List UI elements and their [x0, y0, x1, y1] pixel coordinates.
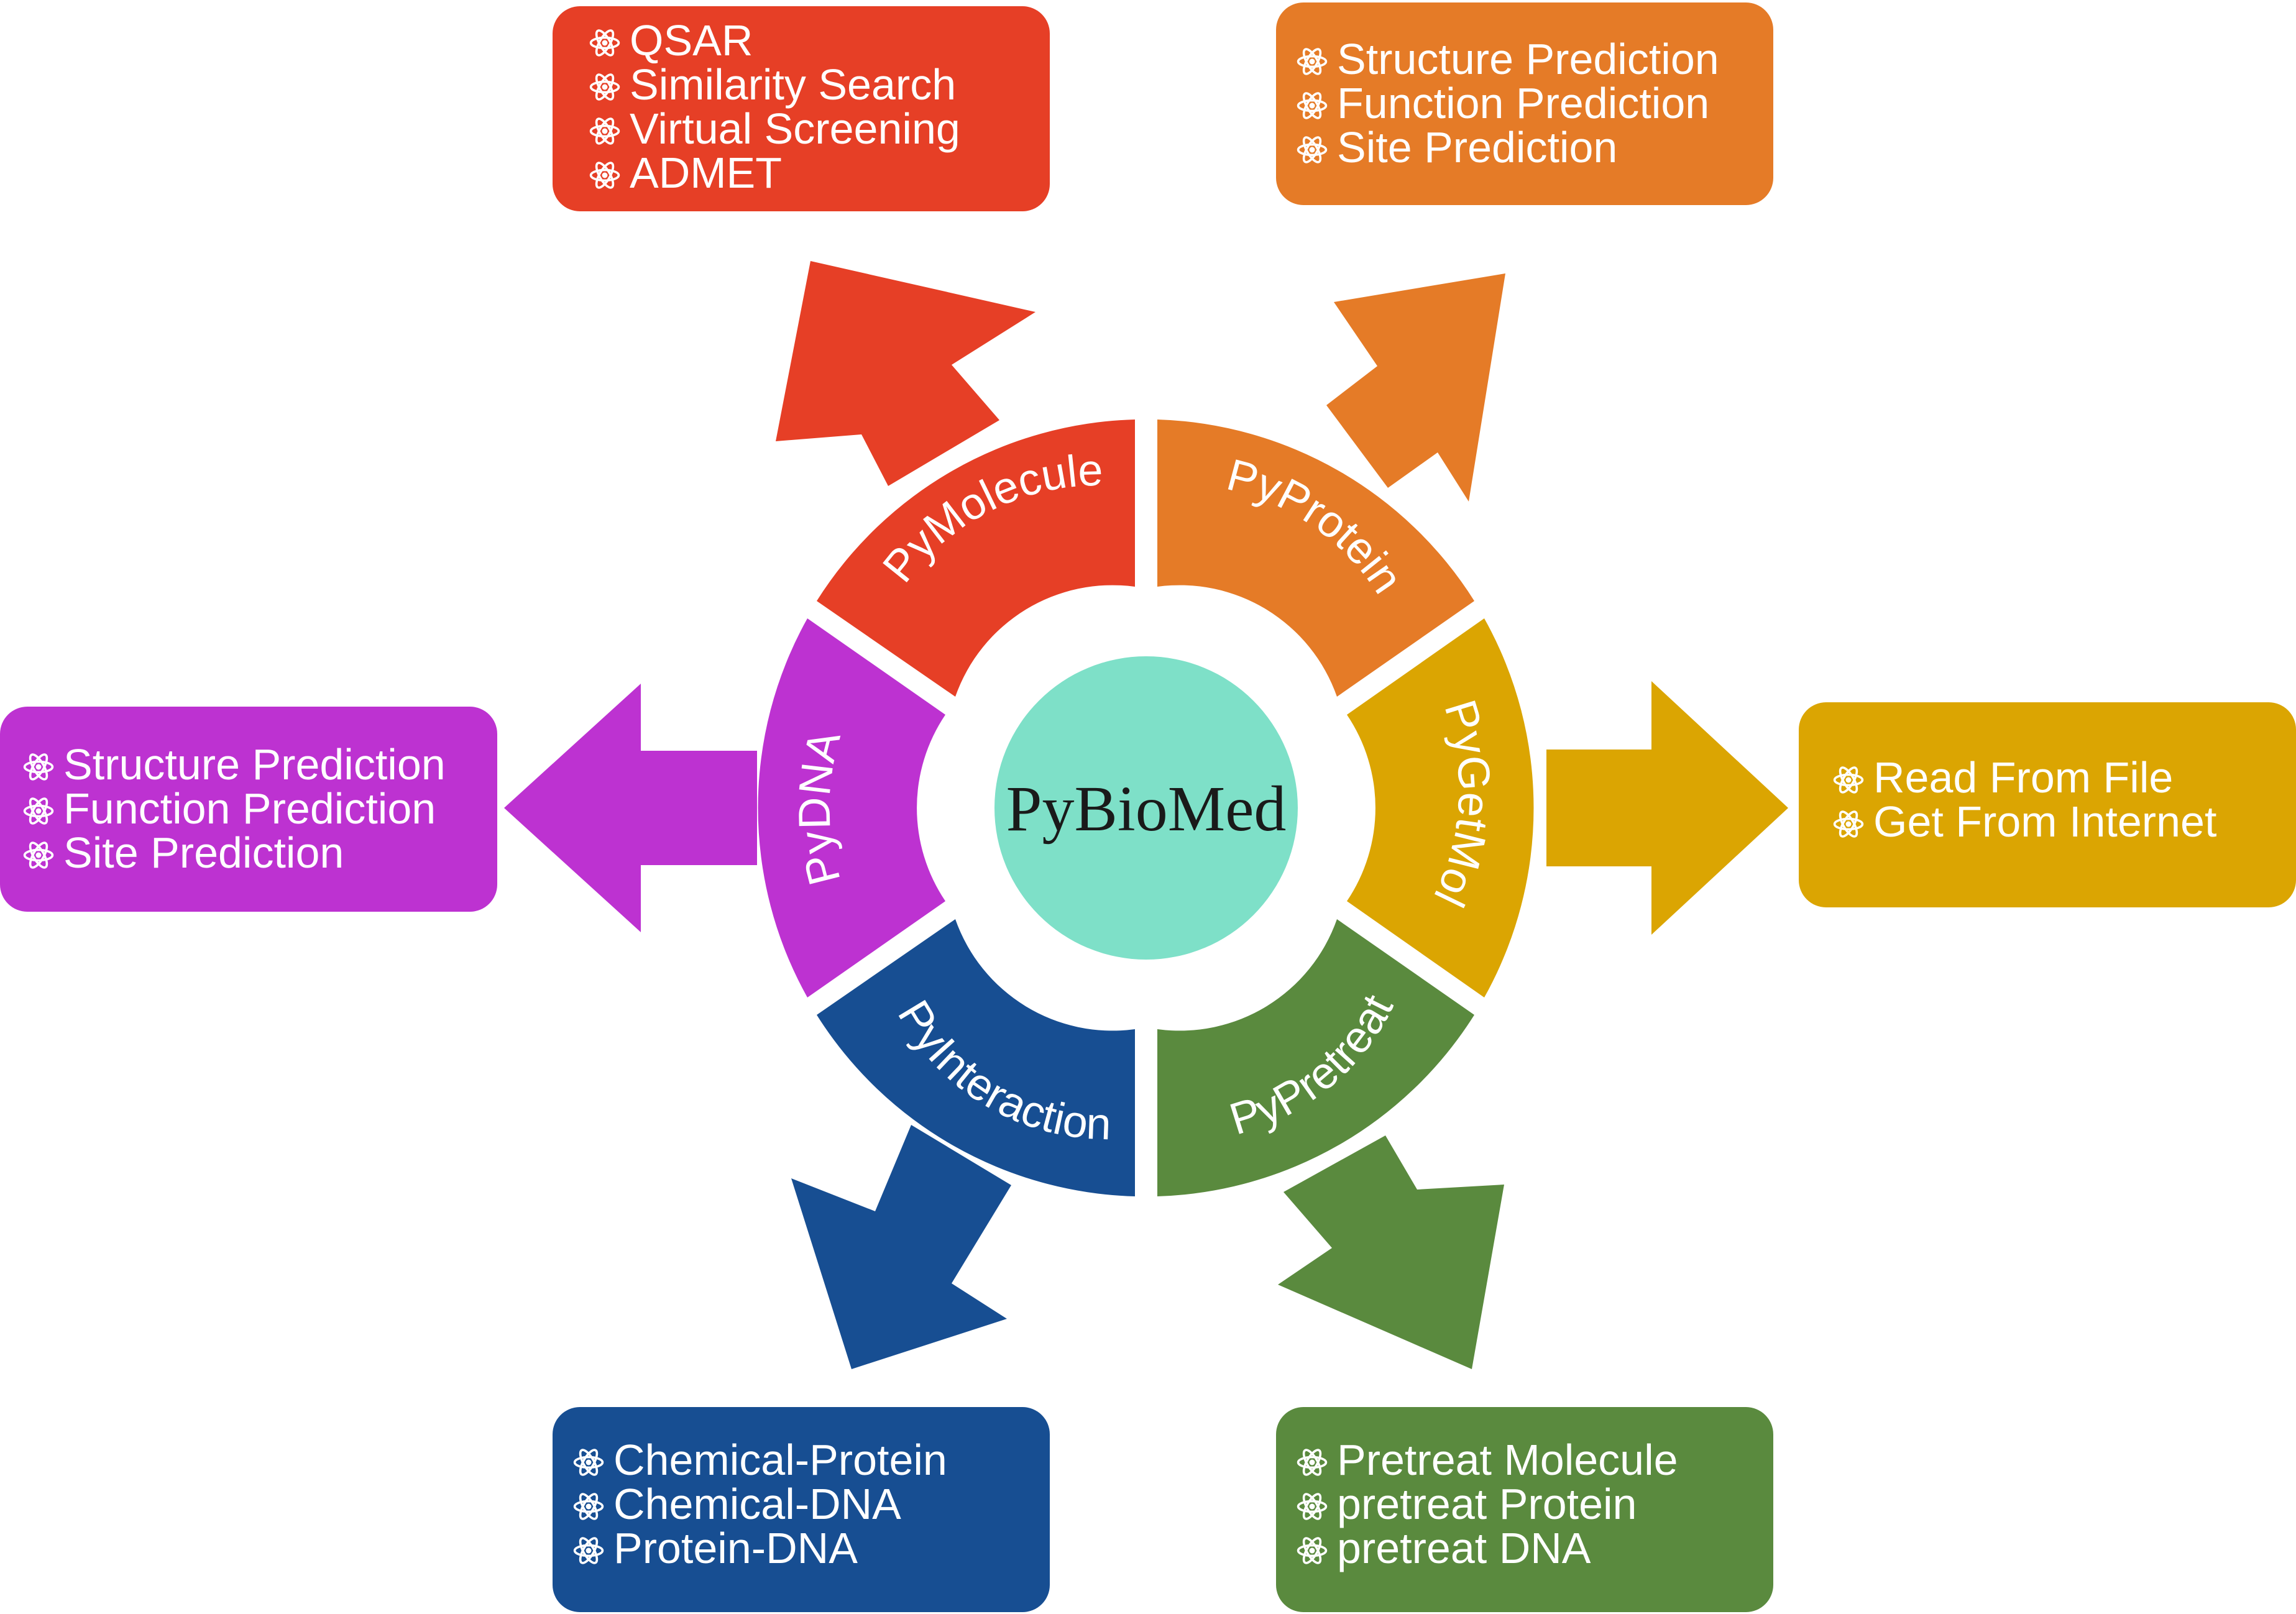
pyprotein-feature-item: Function Prediction: [1295, 81, 1773, 126]
pypretreat-features-box: Pretreat Molecule pretreat Protein pretrea…: [1276, 1407, 1773, 1612]
pymolecule-feature-item: Virtual Screening: [587, 107, 1050, 151]
pypretreat-feature-text: pretreat DNA: [1337, 1524, 1591, 1572]
atom-icon: [21, 836, 56, 871]
atom-icon: [21, 748, 56, 782]
atom-icon: [587, 156, 622, 191]
pymolecule-feature-list: QSAR Similarity Search Virtual Screening AD…: [587, 19, 1050, 195]
pyinteraction-feature-item: Chemical-Protein: [571, 1438, 1050, 1482]
atom-icon: [571, 1531, 606, 1566]
pygetmol-feature-text: Read From File: [1873, 753, 2174, 802]
pygetmol-features-box: Read From File Get From Internet: [1799, 702, 2296, 907]
pypretreat-feature-item: pretreat DNA: [1295, 1526, 1773, 1570]
pyinteraction-feature-item: Protein-DNA: [571, 1526, 1050, 1570]
pypretreat-arrow: [1278, 1135, 1504, 1369]
pymolecule-feature-text: QSAR: [630, 16, 753, 65]
pygetmol-feature-text: Get From Internet: [1873, 797, 2217, 846]
pyinteraction-feature-item: Chemical-DNA: [571, 1482, 1050, 1526]
atom-icon: [587, 112, 622, 147]
pygetmol-arrow: [1546, 681, 1788, 935]
atom-icon: [1831, 805, 1866, 840]
pyprotein-feature-text: Site Prediction: [1337, 123, 1618, 172]
atom-icon: [1295, 131, 1329, 165]
atom-icon: [1295, 1443, 1329, 1478]
pydna-feature-text: Function Prediction: [63, 784, 436, 833]
pymolecule-features-box: QSAR Similarity Search Virtual Screening AD…: [553, 6, 1050, 211]
atom-icon: [21, 792, 56, 827]
pyinteraction-feature-text: Protein-DNA: [613, 1524, 858, 1572]
pymolecule-feature-text: Virtual Screening: [630, 104, 960, 153]
pymolecule-feature-text: Similarity Search: [630, 60, 957, 109]
pyinteraction-features-box: Chemical-Protein Chemical-DNA Protein-DNA: [553, 1407, 1050, 1612]
pypretreat-feature-item: Pretreat Molecule: [1295, 1438, 1773, 1482]
pymolecule-feature-item: QSAR: [587, 19, 1050, 63]
pyinteraction-feature-text: Chemical-Protein: [613, 1436, 947, 1484]
pypretreat-segment[interactable]: [1157, 919, 1474, 1196]
pydna-feature-item: Function Prediction: [21, 787, 497, 831]
pymolecule-arrow: [776, 261, 1035, 486]
pygetmol-feature-item: Read From File: [1831, 756, 2296, 800]
pyinteraction-feature-list: Chemical-Protein Chemical-DNA Protein-DNA: [571, 1438, 1050, 1570]
atom-icon: [571, 1443, 606, 1478]
pydna-feature-item: Structure Prediction: [21, 743, 497, 787]
pyinteraction-arrow: [791, 1125, 1011, 1369]
pyinteraction-segment[interactable]: [817, 919, 1135, 1196]
center-circle[interactable]: [994, 656, 1298, 960]
atom-icon: [571, 1487, 606, 1522]
pyprotein-segment[interactable]: [1157, 420, 1474, 697]
pydna-feature-text: Site Prediction: [63, 828, 344, 877]
atom-icon: [1295, 42, 1329, 77]
pydna-arrow: [504, 684, 757, 932]
center-label: PyBioMed: [1006, 773, 1287, 845]
pygetmol-feature-list: Read From File Get From Internet: [1831, 756, 2296, 844]
atom-icon: [587, 68, 622, 103]
pypretreat-feature-text: pretreat Protein: [1337, 1480, 1637, 1528]
pydna-features-box: Structure Prediction Function Prediction S…: [0, 707, 497, 912]
atom-icon: [1295, 86, 1329, 121]
pymolecule-feature-item: ADMET: [587, 151, 1050, 195]
pyprotein-feature-item: Site Prediction: [1295, 126, 1773, 170]
pymolecule-segment[interactable]: [817, 420, 1135, 697]
pyprotein-features-box: Structure Prediction Function Prediction S…: [1276, 2, 1773, 205]
pyprotein-arrow: [1326, 273, 1505, 502]
pyprotein-feature-text: Function Prediction: [1337, 79, 1710, 127]
pypretreat-feature-list: Pretreat Molecule pretreat Protein pretrea…: [1295, 1438, 1773, 1570]
pydna-segment[interactable]: [758, 618, 945, 997]
pyprotein-feature-list: Structure Prediction Function Prediction S…: [1295, 37, 1773, 170]
pydna-feature-list: Structure Prediction Function Prediction S…: [21, 743, 497, 875]
atom-icon: [1831, 761, 1866, 796]
pymolecule-feature-text: ADMET: [630, 149, 782, 197]
pyprotein-feature-item: Structure Prediction: [1295, 37, 1773, 81]
pymolecule-feature-item: Similarity Search: [587, 63, 1050, 107]
atom-icon: [1295, 1487, 1329, 1522]
pypretreat-feature-item: pretreat Protein: [1295, 1482, 1773, 1526]
pypretreat-feature-text: Pretreat Molecule: [1337, 1436, 1678, 1484]
pyinteraction-feature-text: Chemical-DNA: [613, 1480, 901, 1528]
pygetmol-feature-item: Get From Internet: [1831, 800, 2296, 844]
pyprotein-feature-text: Structure Prediction: [1337, 35, 1719, 83]
pydna-feature-text: Structure Prediction: [63, 740, 446, 789]
atom-icon: [587, 24, 622, 58]
atom-icon: [1295, 1531, 1329, 1566]
pygetmol-segment[interactable]: [1347, 618, 1534, 997]
pydna-feature-item: Site Prediction: [21, 831, 497, 875]
